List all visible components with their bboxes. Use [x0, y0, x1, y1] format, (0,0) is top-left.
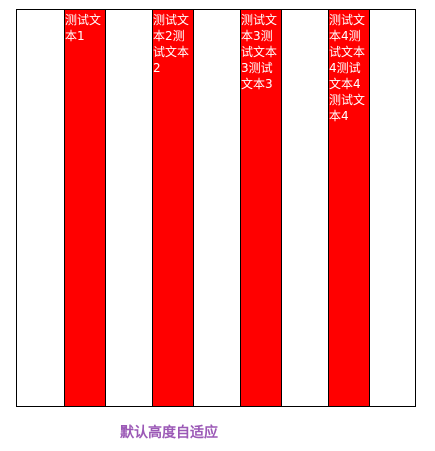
column-1-text: 测试文本1	[65, 13, 102, 43]
columns-container: 测试文本1 测试文本2测试文本2 测试文本3测试文本3测试文本3 测试文本4测试…	[16, 9, 416, 407]
column-4: 测试文本4测试文本4测试文本4测试文本4	[328, 10, 370, 406]
column-2-text: 测试文本2测试文本2	[153, 13, 190, 75]
column-3-text: 测试文本3测试文本3测试文本3	[241, 13, 278, 91]
caption-label: 默认高度自适应	[120, 425, 218, 441]
column-4-text: 测试文本4测试文本4测试文本4测试文本4	[329, 13, 366, 123]
column-1: 测试文本1	[64, 10, 106, 406]
column-2: 测试文本2测试文本2	[152, 10, 194, 406]
column-3: 测试文本3测试文本3测试文本3	[240, 10, 282, 406]
